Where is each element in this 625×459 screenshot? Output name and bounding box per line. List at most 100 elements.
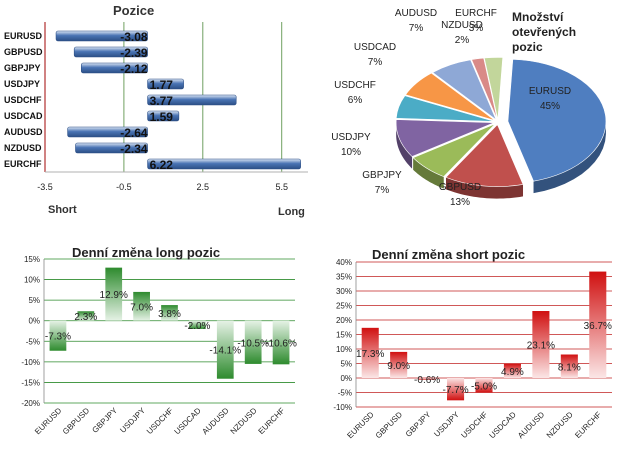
pie-slice xyxy=(483,57,504,120)
y-tick-label: -5% xyxy=(338,389,352,398)
change-bar xyxy=(161,305,178,321)
value-label: 1.77 xyxy=(150,78,174,92)
pie-slice-percent: 7% xyxy=(409,23,424,34)
category-label: USDCAD xyxy=(488,410,518,440)
y-tick-label: 10% xyxy=(336,345,352,354)
pie-label: USDJPY 10% xyxy=(331,132,371,158)
pie-label: USDCAD 7% xyxy=(354,42,396,68)
value-label: -2.0% xyxy=(184,321,210,332)
pie-title-line: pozic xyxy=(512,40,543,54)
category-label: NZDUSD xyxy=(4,143,42,153)
category-label: GBPJPY xyxy=(4,63,41,73)
pie-slice-name: EURUSD xyxy=(529,86,571,97)
pie-label: NZDUSD 2% xyxy=(441,20,483,46)
category-label: EURCHF xyxy=(573,410,603,440)
pie-slice-side xyxy=(445,177,524,199)
category-label: GBPUSD xyxy=(374,410,404,440)
value-label: 4.9% xyxy=(501,367,524,378)
y-tick-label: -5% xyxy=(26,337,40,346)
category-label: EURUSD xyxy=(4,31,43,41)
category-label: GBPJPY xyxy=(90,406,119,435)
category-label: USDCHF xyxy=(4,95,42,105)
change-bar xyxy=(503,363,521,378)
category-label: NZDUSD xyxy=(229,406,259,436)
value-label: -3.08 xyxy=(120,30,148,44)
pie-slice-percent: 7% xyxy=(375,185,390,196)
change-bar xyxy=(418,378,436,380)
value-label: -7.3% xyxy=(45,332,71,343)
x-tick-label: -3.5 xyxy=(37,182,53,192)
pie-label: EURUSD 45% xyxy=(529,86,571,112)
value-label: 9.0% xyxy=(387,361,410,372)
pie-title-line: otevřených xyxy=(512,25,577,39)
position-bar xyxy=(73,46,148,58)
pie-plot: EURUSD 45% GBPUSD 13% GBPJPY 7% USDJPY 10% USDCH… xyxy=(331,8,607,208)
positions-chart: Pozice -3.5 -0.5 2.5 5.5 EURUSD -3.08 GBPUSD -2… xyxy=(0,0,320,230)
long-change-chart: -20% -15% -10% -5% 0% 5% 10% 15% -7.3% EURUSD 2.3%… xyxy=(0,235,312,459)
pie-label: GBPJPY 7% xyxy=(362,170,402,196)
y-tick-label: 30% xyxy=(336,287,352,296)
y-tick-label: 0% xyxy=(28,317,40,326)
long-change-title: Denní změna long pozic xyxy=(72,245,221,260)
change-bar xyxy=(77,311,95,321)
y-tick-label: -20% xyxy=(21,399,40,408)
y-tick-label: 40% xyxy=(336,258,352,267)
change-bar xyxy=(272,320,290,365)
pie-slice-name: USDCHF xyxy=(334,80,376,91)
pie-slice-percent: 3% xyxy=(469,23,484,34)
y-tick-label: -15% xyxy=(21,378,40,387)
value-label: -2.34 xyxy=(120,142,148,156)
value-label: -10.5% xyxy=(237,338,269,349)
category-label: NZDUSD xyxy=(545,410,575,440)
value-label: 3.8% xyxy=(158,309,181,320)
pie-label: AUDUSD 7% xyxy=(395,8,437,34)
category-label: USDCAD xyxy=(4,111,43,121)
change-bar xyxy=(589,271,607,378)
pie-slice xyxy=(507,59,607,182)
pie-slice xyxy=(412,123,496,177)
category-label: EURUSD xyxy=(33,406,63,436)
pie-slice-name: EURCHF xyxy=(455,8,497,19)
pie-slice-name: USDJPY xyxy=(331,132,371,143)
pie-slice-name: AUDUSD xyxy=(395,8,437,19)
value-label: 12.9% xyxy=(100,290,128,301)
value-label: 23.1% xyxy=(527,341,555,352)
y-tick-label: 35% xyxy=(336,273,352,282)
change-bar xyxy=(560,354,578,378)
value-label: -14.1% xyxy=(209,346,241,357)
value-label: 1.59 xyxy=(150,110,174,124)
pie-slice-side xyxy=(533,121,606,194)
pie-slice-percent: 10% xyxy=(341,147,361,158)
y-tick-label: -10% xyxy=(21,358,40,367)
category-label: USDCAD xyxy=(173,406,203,436)
change-bar xyxy=(105,267,123,321)
y-tick-label: 5% xyxy=(340,360,352,369)
value-label: -0.6% xyxy=(414,375,440,386)
short-change-chart: -10% -5% 0% 5% 10% 15% 20% 25% 30% 35% 40% 17.3% EUR… xyxy=(312,235,625,459)
pie-slice-name: NZDUSD xyxy=(441,20,483,31)
category-label: AUDUSD xyxy=(4,127,43,137)
value-label: -2.64 xyxy=(120,126,148,140)
y-tick-label: 25% xyxy=(336,302,352,311)
change-bar xyxy=(475,378,493,393)
pie-slice-side xyxy=(396,119,413,169)
long-label: Long xyxy=(278,206,305,218)
x-tick-label: -0.5 xyxy=(116,182,132,192)
pie-label: GBPUSD 13% xyxy=(439,182,481,208)
change-bar xyxy=(532,311,550,378)
short-change-plot: -10% -5% 0% 5% 10% 15% 20% 25% 30% 35% 40% 17.3% EUR… xyxy=(333,258,612,440)
category-label: GBPUSD xyxy=(4,47,43,57)
pie-slice-percent: 13% xyxy=(450,197,470,208)
pie-slice xyxy=(432,59,497,121)
value-label: 8.1% xyxy=(558,362,581,373)
short-change-title: Denní změna short pozic xyxy=(372,247,526,262)
y-tick-label: -10% xyxy=(333,403,352,412)
pie-slice xyxy=(471,57,498,120)
open-positions-pie: EURUSD 45% GBPUSD 13% GBPJPY 7% USDJPY 10% USDCH… xyxy=(320,0,625,230)
pie-slice-percent: 2% xyxy=(455,35,470,46)
category-label: USDJPY xyxy=(118,406,147,435)
change-bar xyxy=(390,351,408,378)
category-label: USDCHF xyxy=(459,410,489,440)
value-label: 2.3% xyxy=(74,312,97,323)
pie-slice-name: USDCAD xyxy=(354,42,396,53)
